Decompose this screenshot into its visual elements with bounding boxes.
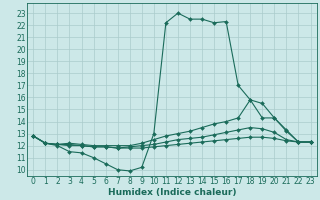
X-axis label: Humidex (Indice chaleur): Humidex (Indice chaleur)	[108, 188, 236, 197]
